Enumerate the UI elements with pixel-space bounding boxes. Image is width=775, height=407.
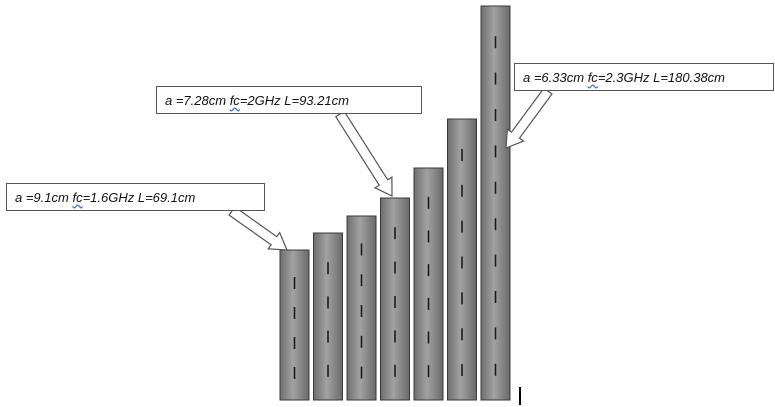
callout-3-values: =2.3GHz L=180.38cm	[597, 69, 726, 85]
waveguide-1	[279, 249, 310, 401]
callout-3-dimension: a =6.33cm	[523, 69, 588, 85]
callout-waveguide-4: a =7.28cm fc =2GHz L=93.21cm	[156, 86, 422, 114]
waveguide-3	[346, 215, 377, 401]
waveguide-4	[380, 197, 410, 401]
waveguide-2	[313, 232, 343, 401]
callout-2-fc-label: fc	[229, 92, 240, 108]
callout-3-fc-label: fc	[587, 69, 598, 85]
callout-3-arrow	[505, 87, 553, 149]
callout-2-values: =2GHz L=93.21cm	[239, 92, 349, 108]
callout-waveguide-1: a =9.1cm fc =1.6GHz L=69.1cm	[6, 183, 265, 211]
waveguide-7	[480, 5, 511, 401]
callout-1-dimension: a =9.1cm	[15, 189, 73, 205]
callout-1-fc-label: fc	[72, 189, 83, 205]
callout-1-arrow	[228, 206, 288, 251]
callout-2-dimension: a =7.28cm	[165, 92, 230, 108]
callout-1-values: =1.6GHz L=69.1cm	[82, 189, 196, 205]
waveguide-5	[413, 167, 444, 401]
text-cursor	[519, 387, 521, 405]
callout-2-arrow	[334, 110, 393, 197]
waveguide-6	[447, 118, 477, 401]
callout-waveguide-7: a =6.33cm fc =2.3GHz L=180.38cm	[514, 63, 774, 91]
